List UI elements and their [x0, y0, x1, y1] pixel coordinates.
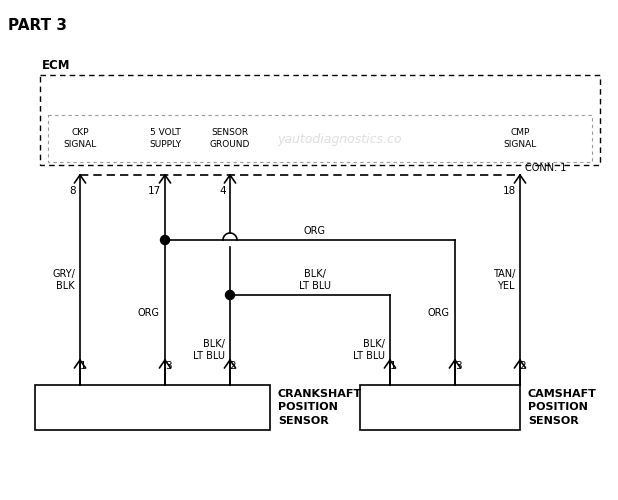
Text: 3: 3	[164, 361, 171, 371]
Bar	[360, 385, 520, 430]
Text: CRANKSHAFT
POSITION
SENSOR: CRANKSHAFT POSITION SENSOR	[278, 390, 362, 426]
Text: SENSOR
GROUND: SENSOR GROUND	[210, 128, 250, 148]
Text: TAN/
YEL: TAN/ YEL	[493, 269, 515, 291]
Circle shape	[161, 236, 169, 244]
Text: BLK/
LT BLU: BLK/ LT BLU	[353, 339, 385, 361]
Text: ORG: ORG	[138, 308, 160, 318]
Text: ECM: ECM	[42, 59, 70, 72]
Bar	[35, 385, 270, 430]
Text: 1: 1	[390, 361, 396, 371]
Text: 2: 2	[230, 361, 236, 371]
Text: 17: 17	[148, 186, 161, 196]
Text: BLK/
LT BLU: BLK/ LT BLU	[193, 339, 225, 361]
Circle shape	[226, 290, 234, 300]
Text: CONN. 1: CONN. 1	[525, 163, 566, 173]
Text: CAMSHAFT
POSITION
SENSOR: CAMSHAFT POSITION SENSOR	[528, 390, 597, 426]
Text: 4: 4	[219, 186, 226, 196]
Text: ORG: ORG	[428, 308, 450, 318]
Text: 3: 3	[455, 361, 461, 371]
Text: CMP
SIGNAL: CMP SIGNAL	[504, 128, 536, 148]
Text: 1: 1	[80, 361, 87, 371]
Text: GRY/
BLK: GRY/ BLK	[52, 269, 75, 291]
Bar	[40, 75, 600, 165]
Text: BLK/
LT BLU: BLK/ LT BLU	[299, 270, 331, 291]
Text: 2: 2	[520, 361, 527, 371]
Bar	[48, 115, 592, 162]
Text: PART 3: PART 3	[8, 18, 67, 33]
Text: 5 VOLT
SUPPLY: 5 VOLT SUPPLY	[149, 128, 181, 148]
Text: 8: 8	[69, 186, 76, 196]
Text: 18: 18	[503, 186, 516, 196]
Text: yautodiagnostics.co: yautodiagnostics.co	[277, 134, 402, 146]
Text: ORG: ORG	[304, 226, 326, 236]
Text: CKP
SIGNAL: CKP SIGNAL	[64, 128, 96, 148]
